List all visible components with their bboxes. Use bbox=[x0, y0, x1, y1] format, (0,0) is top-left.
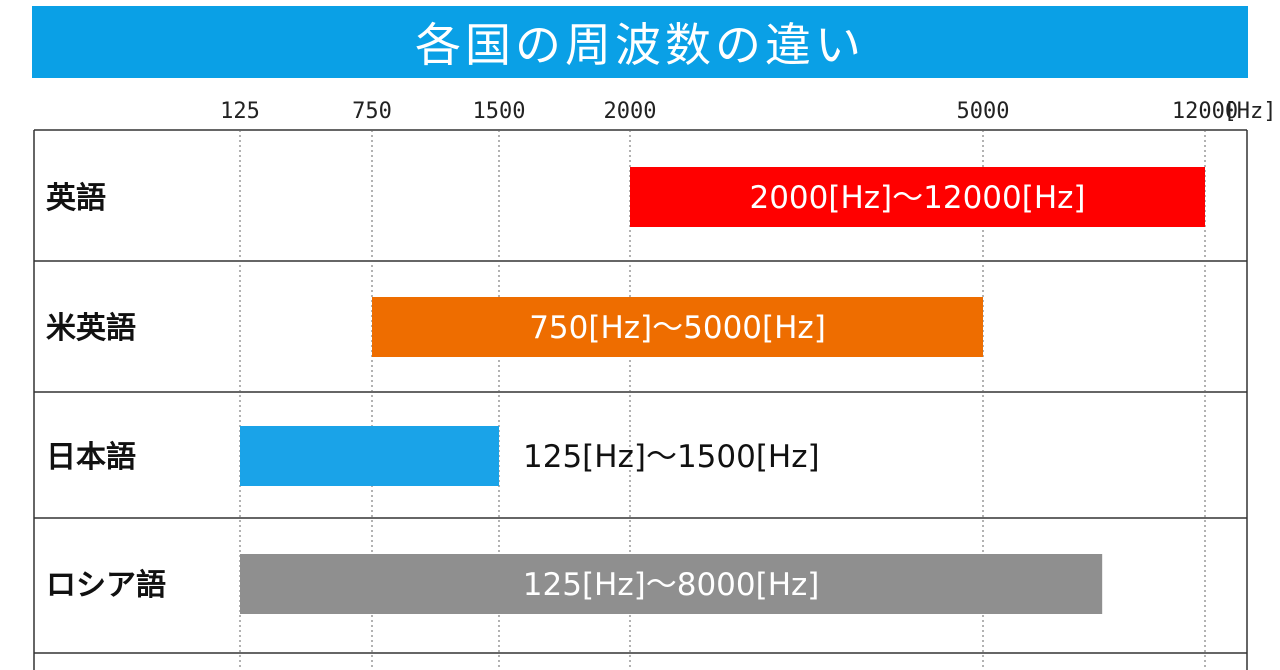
bar-data-label: 125[Hz]～8000[Hz] bbox=[523, 567, 820, 603]
x-tick-label: 750 bbox=[352, 99, 392, 124]
bar-data-label: 2000[Hz]～12000[Hz] bbox=[749, 180, 1085, 216]
row-label: 英語 bbox=[46, 181, 106, 216]
x-tick-label: 5000 bbox=[957, 99, 1010, 124]
x-tick-label: 1500 bbox=[473, 99, 526, 124]
bar bbox=[372, 297, 983, 357]
row-label: 日本語 bbox=[46, 440, 136, 475]
title-banner: 各国の周波数の違い bbox=[32, 6, 1248, 78]
x-tick-label: 125 bbox=[220, 99, 260, 124]
bar-data-label: 125[Hz]～1500[Hz] bbox=[523, 439, 820, 475]
bar-data-label: 750[Hz]～5000[Hz] bbox=[529, 310, 826, 346]
x-unit-label: [Hz] bbox=[1224, 99, 1277, 124]
row-label: ロシア語 bbox=[46, 568, 166, 603]
x-tick-label: 12000 bbox=[1172, 99, 1238, 124]
bar bbox=[240, 426, 499, 486]
bar bbox=[240, 554, 1103, 614]
row-label: 米英語 bbox=[46, 311, 136, 346]
x-tick-label: 2000 bbox=[604, 99, 657, 124]
chart-title: 各国の周波数の違い bbox=[415, 18, 865, 72]
bar bbox=[630, 167, 1205, 227]
